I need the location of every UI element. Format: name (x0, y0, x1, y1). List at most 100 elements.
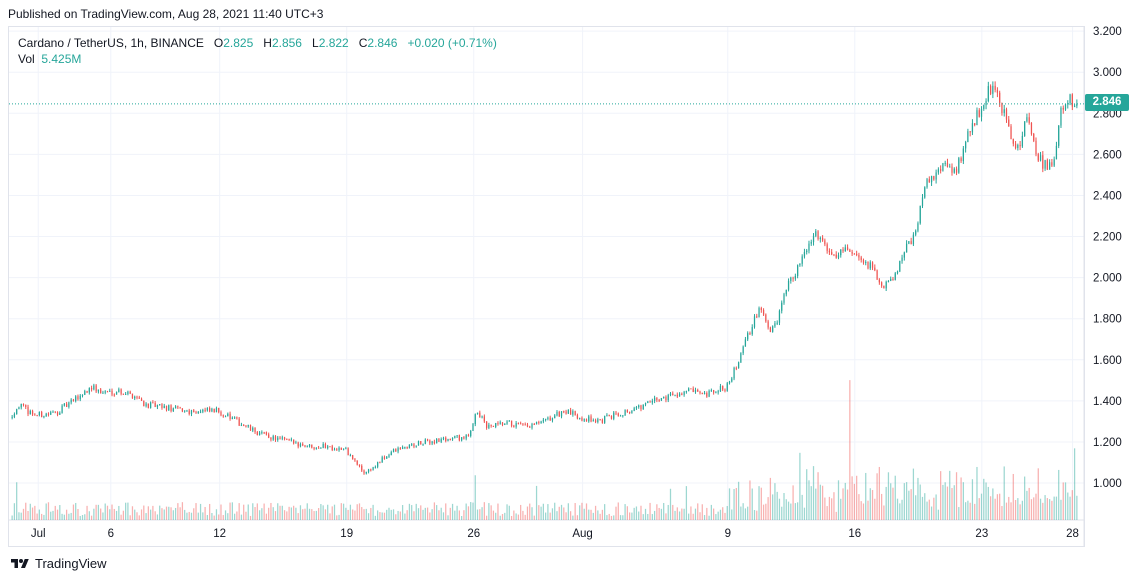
volume-bar (980, 493, 983, 520)
candle-body (22, 404, 25, 406)
candle-body (31, 410, 34, 415)
candle-body (812, 235, 815, 243)
candle-body (118, 389, 120, 393)
candle-body (742, 346, 744, 354)
candle-body (65, 403, 68, 407)
candle-body (865, 261, 867, 263)
candle-body (717, 391, 719, 393)
volume-bar (558, 506, 560, 520)
candle-body (63, 403, 65, 406)
candle-body (109, 390, 111, 392)
volume-bar (944, 482, 946, 520)
candle-body (613, 412, 615, 419)
candle-body (249, 425, 252, 431)
candle-body (1028, 117, 1030, 123)
volume-bar (392, 509, 395, 520)
candle-body (858, 254, 860, 258)
candle-body (272, 436, 274, 440)
y-tick-label: 2.200 (1093, 232, 1122, 244)
candle-body (572, 411, 574, 415)
candle-body (930, 176, 933, 183)
volume-bar (717, 511, 719, 520)
candle-body (776, 322, 778, 324)
volume-bar (451, 503, 454, 520)
volume-bar (456, 505, 458, 520)
candle-body (379, 462, 381, 464)
volume-bar (485, 515, 488, 520)
candle-body (463, 437, 465, 439)
candle-body (1037, 154, 1039, 161)
volume-bar (744, 508, 747, 520)
volume-bar (240, 514, 243, 520)
candle-body (25, 405, 27, 407)
candle-body (506, 421, 508, 424)
volume-bar (778, 498, 781, 520)
candle-body (794, 275, 796, 279)
candle-body (184, 410, 186, 412)
candle-body (649, 401, 651, 403)
volume-bar (735, 487, 737, 520)
volume-bar (908, 490, 910, 520)
volume-bar (978, 498, 980, 520)
volume-bar (921, 496, 924, 520)
candle-body (999, 92, 1001, 103)
y-tick-label: 1.400 (1093, 396, 1122, 408)
candle-body (440, 439, 442, 442)
volume-bar (347, 509, 349, 520)
candle-body (258, 432, 261, 435)
candle-body (202, 409, 204, 412)
candle-body (849, 249, 851, 252)
candle-body (656, 397, 658, 400)
x-tick-label: 26 (467, 528, 480, 540)
volume-bar (513, 510, 515, 520)
volume-bar (579, 505, 581, 520)
candle-body (13, 414, 16, 417)
candle-body (758, 308, 760, 318)
volume-bar (899, 503, 901, 520)
candle-body (45, 413, 47, 417)
candle-body (454, 436, 456, 438)
volume-bar (1076, 495, 1078, 520)
volume-bar (290, 507, 293, 520)
volume-bar (190, 512, 193, 520)
candle-body (247, 425, 249, 427)
candle-body (554, 415, 556, 419)
volume-label: Vol (18, 52, 35, 66)
volume-bar (227, 513, 229, 520)
volume-bar (497, 503, 499, 520)
tradingview-footer[interactable]: TradingView (10, 556, 107, 571)
volume-bar (490, 505, 492, 520)
candle-body (499, 422, 501, 424)
candle-body (338, 447, 340, 451)
candle-body (229, 413, 231, 419)
volume-bar (520, 504, 522, 520)
volume-bar (65, 509, 68, 520)
candle-body (168, 405, 170, 411)
volume-bar (345, 507, 347, 520)
volume-bar (34, 505, 36, 520)
candle-body (529, 426, 531, 428)
candle-body (361, 465, 363, 471)
candle-body (113, 394, 115, 396)
volume-bar (38, 509, 41, 520)
volume-bar (638, 511, 640, 520)
volume-bar (445, 503, 447, 520)
candle-body (268, 434, 270, 438)
candle-body (420, 441, 422, 445)
volume-bar (115, 510, 118, 520)
candle-body (429, 440, 431, 444)
candle-body (161, 404, 163, 408)
candle-body (964, 142, 967, 149)
volume-bar (831, 498, 833, 520)
volume-bar (415, 503, 417, 520)
volume-bar (374, 515, 376, 520)
volume-bar (499, 515, 501, 520)
volume-bar (100, 508, 102, 520)
candle-body (940, 169, 942, 171)
volume-bar (193, 508, 195, 520)
volume-bar (1021, 500, 1024, 520)
volume-bar (161, 508, 163, 520)
volume-bar (1003, 466, 1005, 520)
volume-bar (336, 515, 338, 520)
